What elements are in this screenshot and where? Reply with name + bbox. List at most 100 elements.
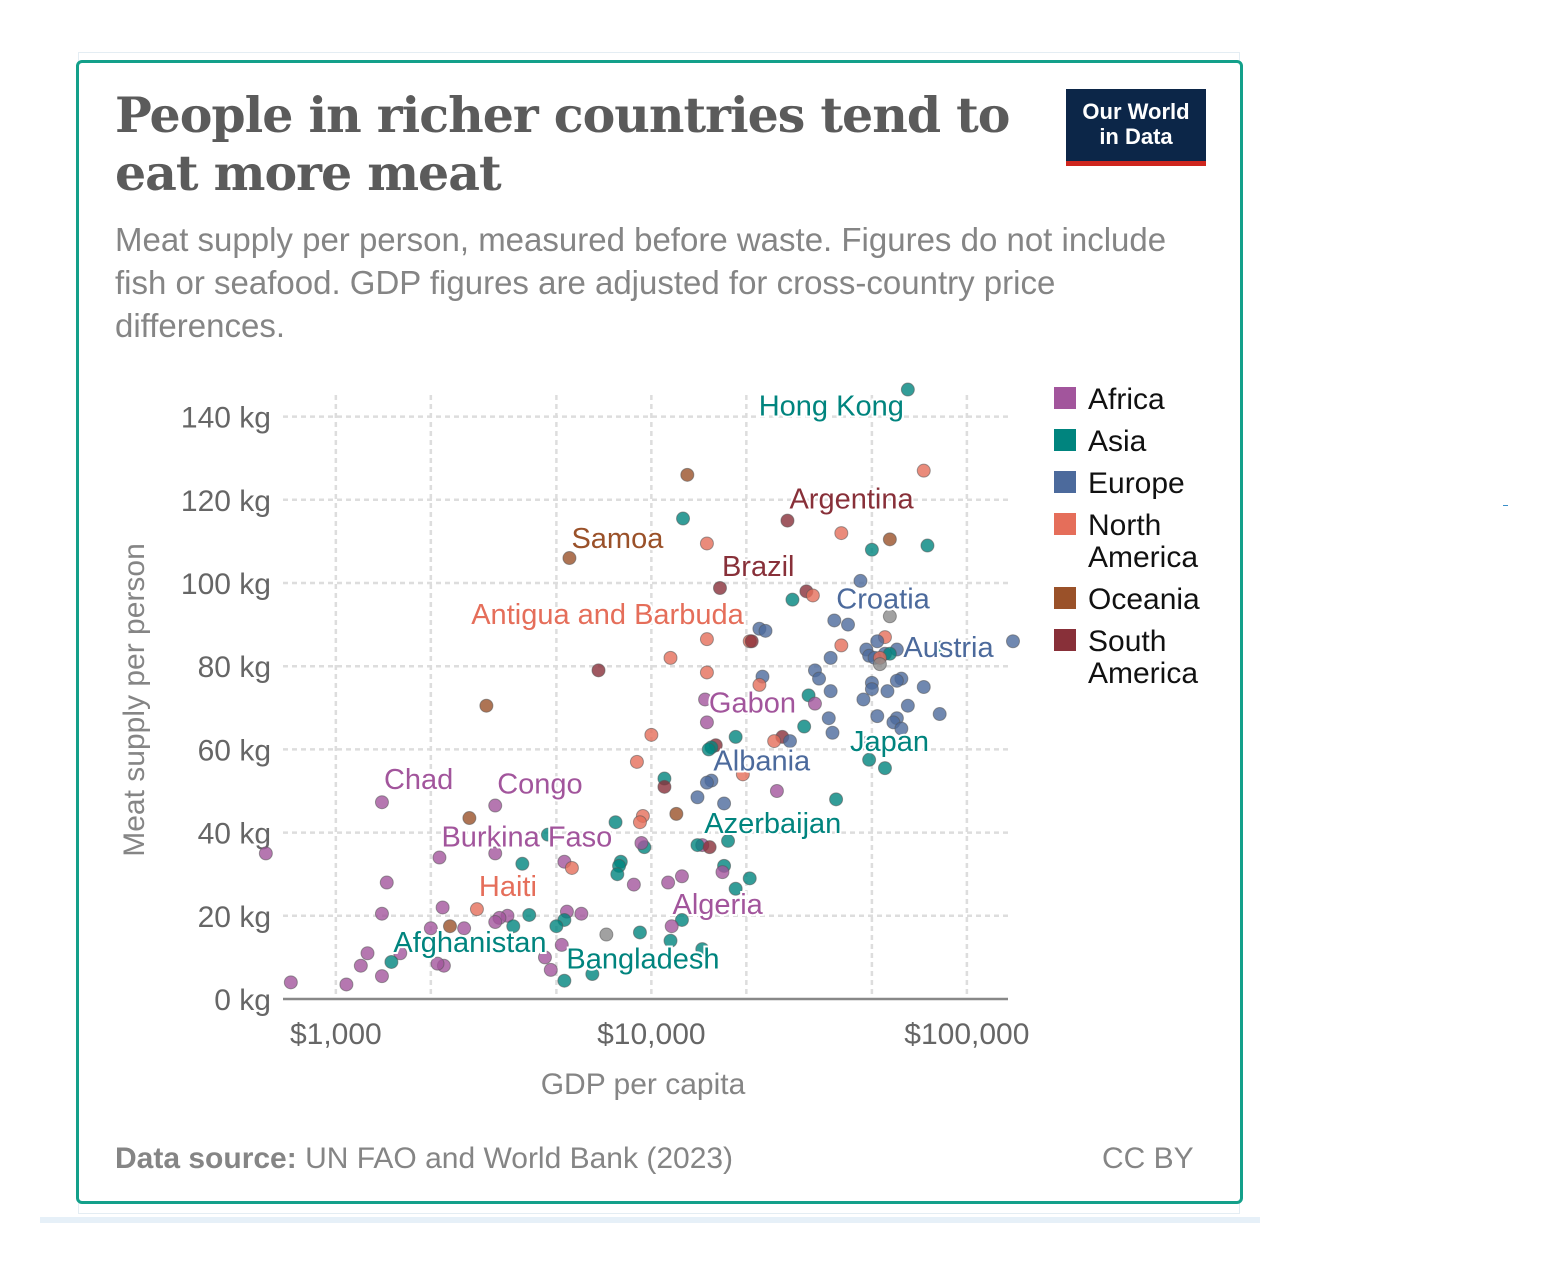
- data-point: [853, 573, 868, 588]
- owid-logo[interactable]: Our World in Data: [1066, 89, 1206, 166]
- legend-label: Oceania: [1088, 583, 1200, 616]
- point-label: Croatia: [836, 583, 930, 615]
- data-point: [717, 796, 732, 811]
- data-point: [522, 907, 537, 922]
- data-point: [562, 551, 577, 566]
- y-tick-label: 140 kg: [181, 402, 271, 435]
- data-point: [608, 815, 623, 830]
- data-point: [870, 709, 885, 724]
- data-point: [889, 673, 904, 688]
- point-label: Congo: [497, 769, 582, 801]
- point-label: Japan: [850, 726, 929, 758]
- data-source-text: UN FAO and World Bank (2023): [305, 1142, 734, 1175]
- legend-swatch: [1054, 629, 1076, 651]
- axis-layer: 0 kg 20 kg 40 kg 60 kg 80 kg 100 kg 120 kg 140 …: [181, 402, 1030, 1051]
- data-point: [767, 734, 782, 749]
- data-point: [585, 967, 600, 982]
- data-point: [634, 836, 649, 850]
- chart-card: [76, 60, 1243, 1204]
- data-point: [457, 921, 472, 936]
- data-point: [744, 634, 759, 649]
- point-label: Afghanistan: [393, 927, 546, 959]
- license-link[interactable]: CC BY: [1102, 1142, 1194, 1175]
- data-point: [823, 650, 838, 665]
- point-label: Austria: [903, 632, 994, 664]
- legend: Africa Asia Europe North America Oceania South…: [1054, 383, 1200, 690]
- data-point: [374, 795, 389, 810]
- data-point: [690, 790, 705, 805]
- legend-swatch: [1054, 387, 1076, 409]
- data-point: [669, 806, 684, 821]
- data-point: [591, 663, 606, 678]
- data-point: [758, 623, 773, 638]
- data-point: [742, 871, 757, 886]
- data-point: [780, 513, 795, 528]
- data-point: [825, 725, 840, 740]
- data-point: [506, 919, 521, 934]
- point-label: Bangladesh: [566, 944, 719, 976]
- data-point: [430, 956, 445, 971]
- data-point: [374, 969, 389, 984]
- data-point: [872, 657, 887, 672]
- data-point: [916, 463, 931, 478]
- legend-swatch: [1054, 471, 1076, 493]
- point-label: Algeria: [673, 889, 764, 921]
- data-point: [283, 975, 298, 990]
- data-point: [360, 946, 375, 961]
- data-point: [900, 382, 915, 397]
- data-point: [661, 875, 676, 890]
- data-point: [629, 754, 644, 769]
- data-source: Data source: UN FAO and World Bank (2023…: [115, 1142, 733, 1176]
- data-point: [1005, 634, 1020, 649]
- chart-title: People in richer countries tend to eat m…: [115, 86, 1010, 202]
- data-point: [834, 638, 849, 653]
- points-layer: [258, 382, 1020, 992]
- data-point: [932, 707, 947, 722]
- data-point: [663, 650, 678, 665]
- data-source-label: Data source:: [115, 1142, 297, 1175]
- data-point: [864, 682, 879, 697]
- data-point: [695, 942, 710, 957]
- data-point: [258, 846, 273, 861]
- data-point: [626, 877, 641, 892]
- legend-label: Asia: [1088, 425, 1147, 458]
- data-point: [680, 467, 695, 482]
- data-point: [515, 856, 530, 871]
- y-tick-label: 60 kg: [198, 734, 271, 767]
- y-tick-label: 20 kg: [198, 901, 271, 934]
- data-point: [916, 680, 931, 694]
- data-point: [920, 538, 935, 553]
- data-point: [864, 542, 879, 557]
- data-point: [712, 580, 727, 595]
- data-point: [374, 906, 389, 921]
- data-point: [664, 919, 679, 934]
- data-point: [715, 865, 730, 880]
- grid-layer: [283, 395, 1008, 999]
- bottom-strip: [40, 1217, 1260, 1223]
- point-label: Samoa: [571, 523, 664, 555]
- data-point: [676, 511, 691, 526]
- y-tick-label: 80 kg: [198, 651, 271, 684]
- data-point: [823, 684, 838, 699]
- data-point: [797, 719, 812, 734]
- data-point: [900, 698, 915, 713]
- logo-line-2: in Data: [1099, 124, 1173, 149]
- data-point: [782, 734, 797, 749]
- legend-label: North America: [1088, 509, 1198, 574]
- data-point: [549, 919, 564, 934]
- point-label: Antigua and Barbuda: [471, 599, 744, 631]
- point-label: Haiti: [479, 871, 537, 903]
- data-point: [674, 912, 689, 927]
- point-label: Albania: [713, 746, 811, 778]
- data-point: [721, 833, 736, 848]
- data-point: [479, 698, 494, 713]
- data-point: [353, 958, 368, 973]
- data-point: [882, 532, 897, 547]
- data-point: [932, 640, 947, 655]
- data-point: [856, 692, 871, 707]
- data-point: [834, 526, 849, 541]
- data-point: [827, 613, 842, 628]
- data-point: [785, 592, 800, 607]
- data-point: [657, 779, 672, 794]
- x-axis-title: GDP per capita: [541, 1068, 746, 1101]
